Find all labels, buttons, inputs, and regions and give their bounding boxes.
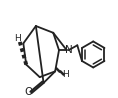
Text: N: N (65, 45, 73, 55)
Text: O: O (25, 87, 33, 97)
Text: H: H (14, 34, 20, 43)
Text: H: H (62, 70, 69, 79)
